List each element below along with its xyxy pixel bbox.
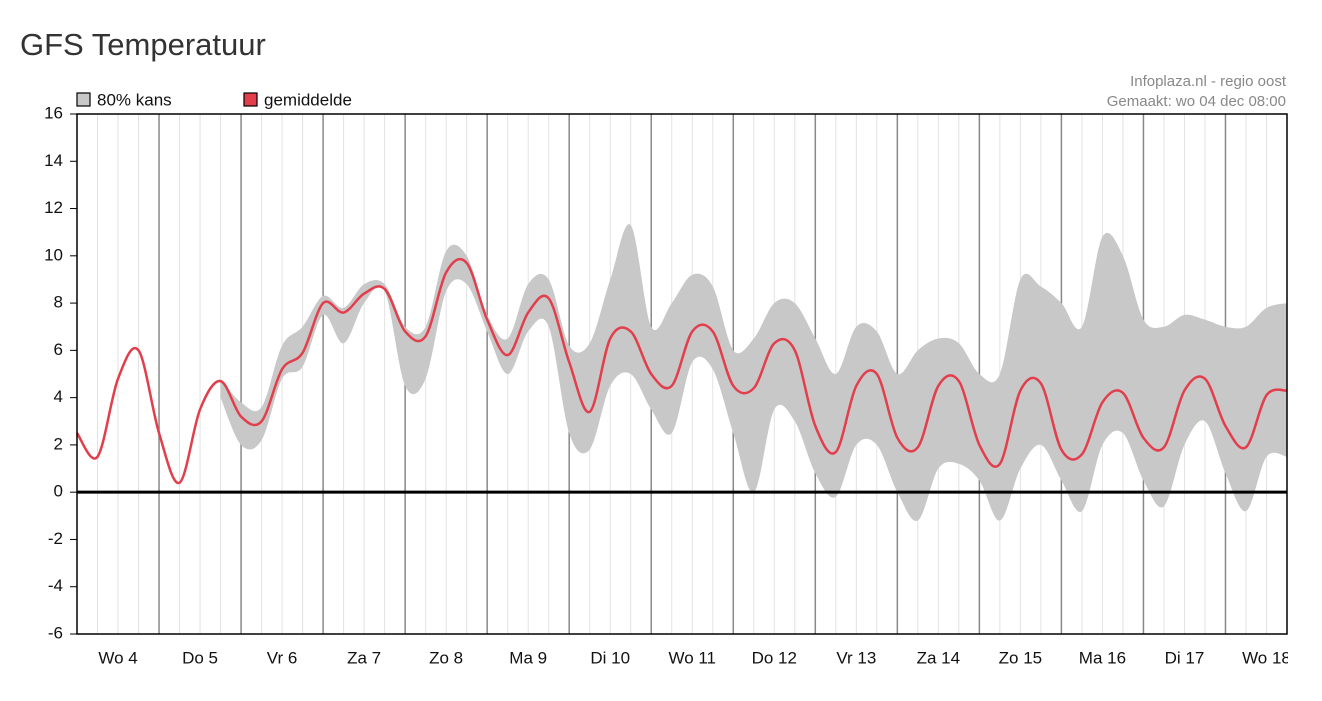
plot-frame (76, 113, 1288, 635)
y-tick-label: 16 (44, 103, 63, 122)
x-tick-label: Wo 18 (1242, 648, 1291, 667)
x-tick-label: Ma 16 (1079, 648, 1126, 667)
y-tick-label: -6 (48, 623, 63, 642)
x-tick-label: Di 10 (590, 648, 630, 667)
y-tick-label: 4 (54, 387, 63, 406)
x-tick-label: Vr 13 (836, 648, 876, 667)
x-tick-label: Do 12 (752, 648, 797, 667)
x-tick-label: Wo 11 (668, 648, 716, 667)
x-tick-label: Wo 4 (98, 648, 137, 667)
x-tick-label: Zo 8 (429, 648, 463, 667)
y-tick-label: 6 (54, 340, 63, 359)
x-tick-label: Ma 9 (509, 648, 547, 667)
x-tick-label: Za 7 (347, 648, 381, 667)
x-tick-label: Za 14 (917, 648, 960, 667)
chart-title: GFS Temperatuur (20, 27, 266, 62)
marks (75, 113, 1288, 635)
y-tick-label: -4 (48, 576, 63, 595)
y-tick-label: 10 (44, 245, 63, 264)
y-tick-label: 12 (44, 198, 63, 217)
legend-swatch (243, 92, 258, 107)
legend-label: gemiddelde (264, 90, 352, 109)
y-tick-label: 8 (54, 293, 63, 312)
legend-swatch (76, 92, 91, 107)
band (220, 224, 1287, 522)
line (75, 257, 1288, 484)
y-tick-label: 14 (44, 151, 63, 170)
source: Infoplaza.nl - regio oost (1130, 73, 1287, 90)
x-tick-label: Vr 6 (267, 648, 298, 667)
x-tick-label: Zo 15 (999, 648, 1042, 667)
y-tick-label: 2 (54, 434, 63, 453)
made: Gemaakt: wo 04 dec 08:00 (1107, 93, 1286, 110)
x-tick-label: Di 17 (1165, 648, 1205, 667)
x-tick-label: Do 5 (182, 648, 218, 667)
y-tick-label: 0 (54, 482, 63, 501)
axes: Wo 4 Do 5 Vr 6 Za 7 Zo 8 Ma 9 Di 10 Wo 11 Do 12 V… (76, 90, 1291, 667)
legend-label: 80% kans (97, 90, 172, 109)
y-tick-label: -2 (48, 529, 63, 548)
